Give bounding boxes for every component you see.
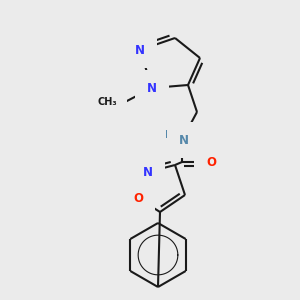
Text: N: N [143,166,153,178]
Text: O: O [133,191,143,205]
Text: O: O [206,155,216,169]
Text: CH₃: CH₃ [98,97,117,107]
Text: N: N [135,44,145,56]
Text: H: H [165,130,175,140]
Text: N: N [179,134,189,146]
Text: N: N [147,82,157,94]
